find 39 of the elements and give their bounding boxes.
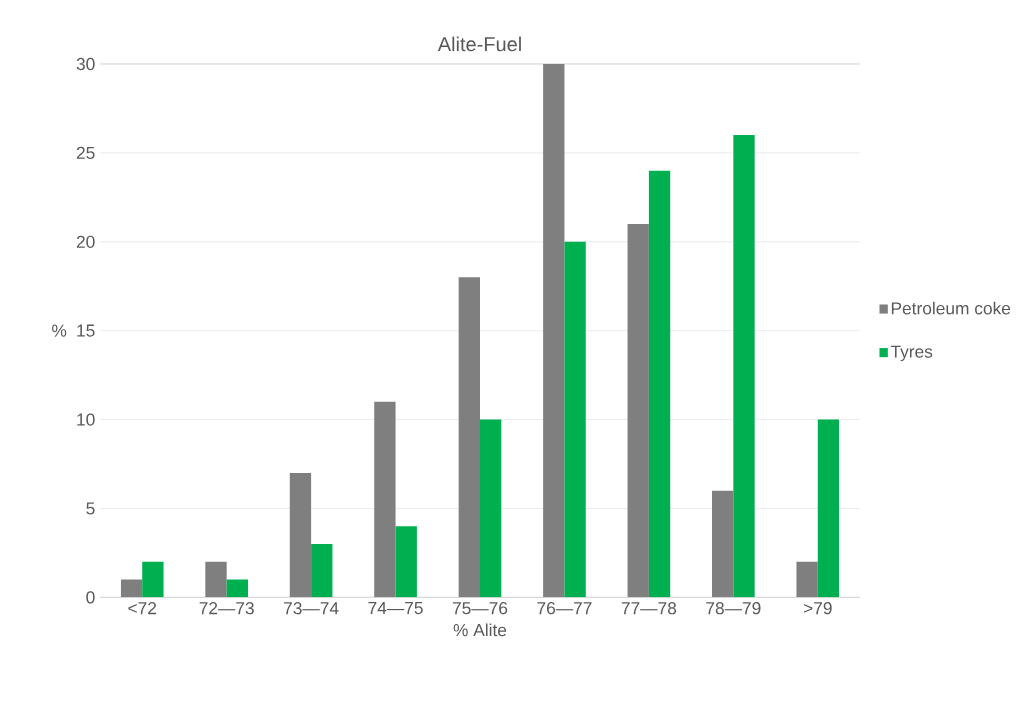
bar	[374, 401, 396, 598]
bar	[733, 135, 755, 598]
bar	[543, 64, 565, 598]
y-tick-label: 5	[86, 502, 95, 515]
y-tick-label: 25	[76, 146, 95, 160]
bar	[627, 224, 649, 598]
bar	[648, 170, 671, 598]
y-tick-label: 20	[76, 235, 95, 248]
x-tick-label: 77—78	[621, 602, 677, 615]
x-tick-label: 76—77	[537, 602, 592, 615]
legend-label: Tyres	[890, 345, 933, 362]
bar	[458, 277, 480, 598]
x-tick-label: 73—74	[284, 602, 339, 615]
bar	[712, 490, 734, 598]
x-tick-label: 72—73	[199, 602, 254, 615]
y-tick-label: 10	[77, 413, 95, 426]
y-axis-title: %	[52, 324, 67, 337]
y-tick-label: 30	[76, 57, 95, 71]
bar	[289, 472, 312, 598]
x-tick-label: 78—79	[706, 602, 761, 615]
bar	[226, 579, 248, 598]
bar	[395, 526, 417, 598]
x-tick-label: 74—75	[368, 602, 423, 615]
bar	[796, 561, 818, 598]
x-tick-label: 75—76	[452, 602, 508, 615]
y-tick-label: 0	[86, 591, 95, 604]
bar	[205, 561, 227, 598]
bar	[311, 544, 333, 598]
x-tick-label: >79	[803, 602, 832, 615]
bar	[480, 419, 502, 598]
bar	[120, 579, 143, 598]
bar	[142, 561, 164, 598]
chart-title: Alite-Fuel	[437, 36, 521, 52]
y-tick-label: 15	[77, 324, 95, 337]
x-tick-label: <72	[128, 602, 157, 615]
bar	[817, 419, 840, 598]
bar	[564, 241, 586, 598]
legend-label: Petroleum coke	[891, 301, 1011, 315]
x-axis-title: % Alite	[453, 623, 507, 637]
